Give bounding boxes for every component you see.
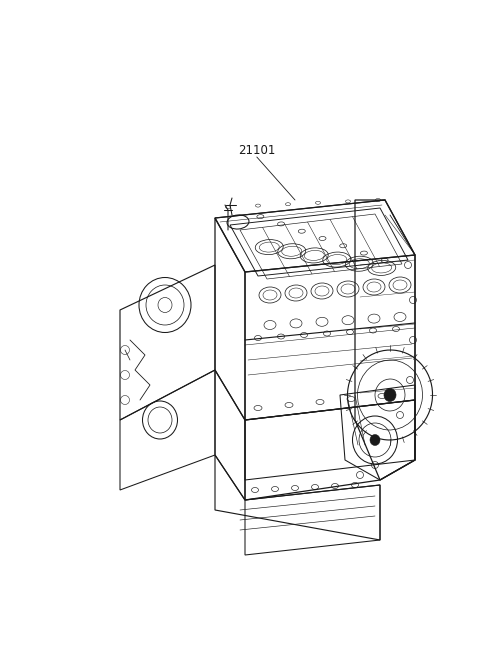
Ellipse shape (370, 434, 380, 445)
Ellipse shape (384, 388, 396, 401)
Text: 21101: 21101 (238, 144, 276, 157)
